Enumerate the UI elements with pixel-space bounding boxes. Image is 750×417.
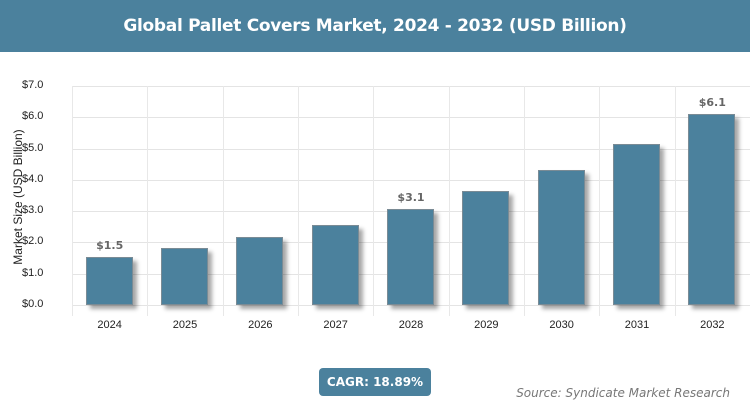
bar-2032 xyxy=(688,113,736,305)
y-tick-label: $6.0 xyxy=(22,110,44,123)
gridline-vertical xyxy=(222,86,224,316)
gridline-vertical xyxy=(147,86,149,316)
chart-title: Global Pallet Covers Market, 2024 - 2032… xyxy=(123,16,627,36)
gridline-vertical xyxy=(72,86,73,316)
bar-2029 xyxy=(462,191,510,305)
bar-2025 xyxy=(161,248,208,305)
x-tick-label: 2028 xyxy=(398,319,424,331)
data-label: $3.1 xyxy=(397,191,425,205)
y-tick-label: $4.0 xyxy=(22,172,44,185)
x-tick-label: 2026 xyxy=(248,319,273,331)
bar-2024 xyxy=(85,257,133,305)
bar-chart: Market Size (USD Billion) $0.0 $1.0 $2.0 $3… xyxy=(11,79,750,331)
x-tick-label: 2029 xyxy=(474,319,499,331)
data-label: $6.1 xyxy=(698,95,726,109)
data-label: $1.5 xyxy=(96,239,124,253)
y-tick-label: $0.0 xyxy=(22,298,44,310)
x-tick-label: 2024 xyxy=(97,319,122,331)
gridline-horizontal xyxy=(72,86,750,87)
gridline-horizontal xyxy=(72,305,750,306)
x-tick-label: 2030 xyxy=(549,319,574,331)
gridline-vertical xyxy=(524,86,525,316)
cagr-badge: CAGR: 18.89% xyxy=(319,368,431,396)
gridline-horizontal xyxy=(72,148,750,150)
gridline-vertical xyxy=(599,86,601,316)
bar-2026 xyxy=(236,237,284,305)
gridline-vertical xyxy=(373,86,375,316)
gridline-horizontal xyxy=(72,179,750,181)
bar-2027 xyxy=(311,224,359,305)
x-tick-label: 2031 xyxy=(624,319,650,331)
x-tick-label: 2032 xyxy=(700,319,725,331)
y-tick-label: $3.0 xyxy=(22,204,44,217)
gridline-vertical xyxy=(674,86,676,316)
x-tick-label: 2027 xyxy=(323,319,348,331)
x-tick-label: 2025 xyxy=(172,319,198,331)
y-tick-label: $1.0 xyxy=(22,266,44,279)
source-note: Source: Syndicate Market Research xyxy=(516,386,730,400)
gridline-vertical xyxy=(448,86,450,316)
y-tick-label: $2.0 xyxy=(22,235,44,248)
gridline-horizontal xyxy=(72,117,750,119)
bar-2030 xyxy=(537,169,585,305)
gridline-vertical xyxy=(298,86,299,316)
chart-title-banner: Global Pallet Covers Market, 2024 - 2032… xyxy=(0,0,750,52)
bar-2031 xyxy=(613,144,660,305)
y-tick-label: $7.0 xyxy=(22,79,44,91)
y-tick-label: $5.0 xyxy=(22,141,44,154)
bar-2028 xyxy=(387,209,434,305)
